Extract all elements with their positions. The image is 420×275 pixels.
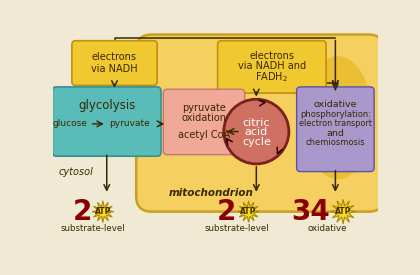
Text: oxidative: oxidative xyxy=(314,100,357,109)
Text: 2: 2 xyxy=(217,198,236,226)
Polygon shape xyxy=(331,199,355,224)
FancyBboxPatch shape xyxy=(297,87,374,172)
Text: cytosol: cytosol xyxy=(59,167,94,177)
Text: 34: 34 xyxy=(291,198,330,226)
Polygon shape xyxy=(92,201,114,222)
Text: electrons: electrons xyxy=(92,52,137,62)
Text: glucose: glucose xyxy=(52,119,87,128)
Text: chemiosmosis: chemiosmosis xyxy=(306,138,365,147)
Text: glycolysis: glycolysis xyxy=(78,99,135,112)
Text: oxidation: oxidation xyxy=(181,114,226,123)
Text: phosphorylation:: phosphorylation: xyxy=(300,110,371,119)
Text: and: and xyxy=(326,129,344,138)
Text: mitochondrion: mitochondrion xyxy=(169,188,254,198)
Text: oxidative: oxidative xyxy=(308,224,347,233)
Text: substrate-level: substrate-level xyxy=(205,224,269,233)
Ellipse shape xyxy=(303,56,373,179)
Text: electron transport: electron transport xyxy=(299,119,372,128)
Text: acetyl CoA: acetyl CoA xyxy=(178,130,230,141)
Text: via NADH and: via NADH and xyxy=(238,61,306,71)
Text: cycle: cycle xyxy=(242,137,271,147)
Text: pyruvate: pyruvate xyxy=(182,103,226,114)
Text: ATP: ATP xyxy=(240,207,257,216)
Polygon shape xyxy=(238,201,260,222)
Text: 2: 2 xyxy=(72,198,92,226)
Text: via NADH: via NADH xyxy=(91,64,138,74)
Text: ATP: ATP xyxy=(94,207,111,216)
FancyBboxPatch shape xyxy=(163,89,245,155)
FancyBboxPatch shape xyxy=(136,35,384,212)
Text: FADH$_2$: FADH$_2$ xyxy=(255,70,288,84)
Text: substrate-level: substrate-level xyxy=(60,224,125,233)
FancyBboxPatch shape xyxy=(72,41,157,85)
Text: acid: acid xyxy=(245,127,268,137)
Text: pyruvate: pyruvate xyxy=(110,119,150,128)
FancyBboxPatch shape xyxy=(52,87,161,156)
Text: electrons: electrons xyxy=(249,51,294,61)
Text: citric: citric xyxy=(243,118,270,128)
Circle shape xyxy=(224,99,289,164)
Text: ATP: ATP xyxy=(335,207,351,216)
FancyBboxPatch shape xyxy=(218,41,326,93)
